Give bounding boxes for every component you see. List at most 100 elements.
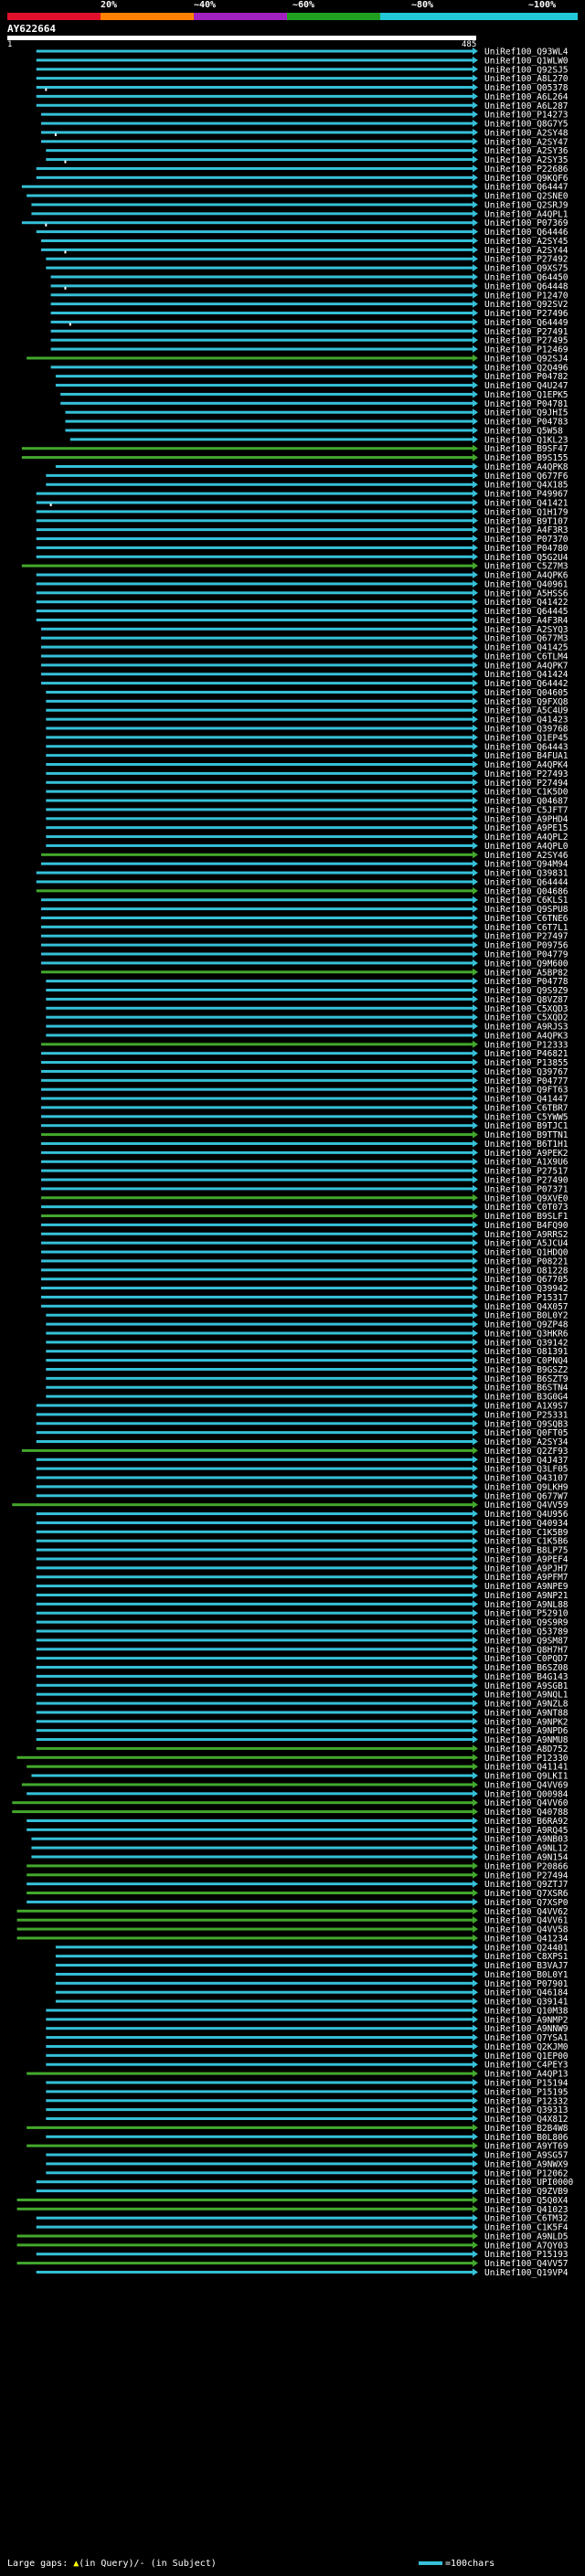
hit-label[interactable]: UniRef100_A5HSS6 bbox=[484, 588, 569, 599]
hit-row[interactable]: UniRef100_A9N154 bbox=[31, 1853, 569, 1863]
hit-bar[interactable] bbox=[36, 1611, 473, 1615]
hit-label[interactable]: UniRef100_P04780 bbox=[484, 544, 569, 554]
hit-row[interactable]: UniRef100_C5YWW5 bbox=[41, 1112, 569, 1122]
hit-bar[interactable] bbox=[46, 257, 473, 260]
hit-bar[interactable] bbox=[46, 1024, 473, 1028]
hit-bar[interactable] bbox=[36, 537, 473, 541]
hit-row[interactable]: UniRef100_Q1EPK5 bbox=[60, 390, 569, 400]
hit-bar[interactable] bbox=[36, 2270, 473, 2274]
hit-bar[interactable] bbox=[46, 149, 473, 153]
hit-row[interactable]: UniRef100_A9SGB1 bbox=[36, 1681, 569, 1691]
hit-row[interactable]: UniRef100_Q7YSA1 bbox=[46, 2033, 569, 2043]
hit-row[interactable]: UniRef100_C1K5B6 bbox=[36, 1537, 569, 1547]
hit-bar[interactable] bbox=[46, 708, 473, 712]
hit-row[interactable]: UniRef100_A4QPK3 bbox=[46, 1031, 569, 1041]
hit-row[interactable]: UniRef100_A9NMP2 bbox=[46, 2015, 569, 2025]
hit-label[interactable]: UniRef100_A4QPL1 bbox=[484, 209, 569, 219]
hit-row[interactable]: UniRef100_A4QPL0 bbox=[46, 842, 569, 852]
hit-bar[interactable] bbox=[36, 175, 473, 179]
hit-bar[interactable] bbox=[36, 1575, 473, 1579]
hit-label[interactable]: UniRef100_P12333 bbox=[484, 1040, 569, 1050]
hit-bar[interactable] bbox=[36, 1512, 473, 1516]
hit-label[interactable]: UniRef100_Q7YSA1 bbox=[484, 2033, 569, 2043]
hit-row[interactable]: UniRef100_Q64446 bbox=[36, 228, 569, 238]
hit-label[interactable]: UniRef100_Q39831 bbox=[484, 869, 569, 879]
hit-bar[interactable] bbox=[46, 2153, 473, 2157]
hit-bar[interactable] bbox=[36, 1602, 473, 1606]
hit-label[interactable]: UniRef100_A5C4U9 bbox=[484, 706, 569, 716]
hit-row[interactable]: UniRef100_A1X9S7 bbox=[36, 1402, 569, 1412]
hit-label[interactable]: UniRef100_B3VAJ7 bbox=[484, 1961, 569, 1971]
hit-bar[interactable] bbox=[41, 1106, 473, 1109]
hit-row[interactable]: UniRef100_Q64442 bbox=[41, 679, 569, 689]
hit-label[interactable]: UniRef100_P20866 bbox=[484, 1861, 569, 1871]
hit-row[interactable]: UniRef100_P04781 bbox=[60, 399, 569, 409]
hit-label[interactable]: UniRef100_P07369 bbox=[484, 218, 569, 228]
hit-bar[interactable] bbox=[46, 2081, 473, 2084]
hit-label[interactable]: UniRef100_B8LP75 bbox=[484, 1546, 569, 1556]
hit-bar[interactable] bbox=[36, 1539, 473, 1542]
hit-row[interactable]: UniRef100_Q9M600 bbox=[41, 959, 569, 969]
hit-bar[interactable] bbox=[16, 1918, 473, 1922]
hit-row[interactable]: UniRef100_P22686 bbox=[36, 164, 569, 175]
hit-label[interactable]: UniRef100_C6TM32 bbox=[484, 2214, 569, 2224]
hit-label[interactable]: UniRef100_P07371 bbox=[484, 1184, 569, 1194]
hit-bar[interactable] bbox=[46, 2171, 473, 2175]
hit-bar[interactable] bbox=[36, 1404, 473, 1407]
hit-row[interactable]: UniRef100_Q7XSR6 bbox=[27, 1889, 569, 1899]
hit-row[interactable]: UniRef100_P15195 bbox=[46, 2087, 569, 2097]
hit-label[interactable]: UniRef100_P04783 bbox=[484, 418, 569, 428]
hit-row[interactable]: UniRef100_Q53789 bbox=[36, 1627, 569, 1638]
hit-label[interactable]: UniRef100_Q9M600 bbox=[484, 959, 569, 969]
hit-label[interactable]: UniRef100_B4FUA1 bbox=[484, 751, 569, 761]
hit-bar[interactable] bbox=[46, 158, 473, 162]
hit-row[interactable]: UniRef100_B2B4W8 bbox=[27, 2124, 569, 2134]
hit-bar[interactable] bbox=[46, 1341, 473, 1344]
hit-label[interactable]: UniRef100_A8L270 bbox=[484, 74, 569, 84]
hit-label[interactable]: UniRef100_A9NP21 bbox=[484, 1591, 569, 1601]
hit-row[interactable]: UniRef100_Q9FXQ8 bbox=[46, 697, 569, 707]
hit-label[interactable]: UniRef100_C6T7L1 bbox=[484, 923, 569, 933]
hit-bar[interactable] bbox=[21, 221, 473, 225]
hit-label[interactable]: UniRef100_A4QP13 bbox=[484, 2070, 569, 2080]
hit-row[interactable]: UniRef100_Q1EP45 bbox=[46, 733, 569, 743]
hit-label[interactable]: UniRef100_Q8H7H7 bbox=[484, 1645, 569, 1655]
hit-row[interactable]: UniRef100_A8L270 bbox=[36, 74, 569, 84]
hit-row[interactable]: UniRef100_Q4VV57 bbox=[16, 2259, 569, 2269]
hit-label[interactable]: UniRef100_P22686 bbox=[484, 164, 569, 175]
hit-label[interactable]: UniRef100_C5YWW5 bbox=[484, 1112, 569, 1122]
hit-row[interactable]: UniRef100_Q10M38 bbox=[46, 2006, 569, 2016]
hit-bar[interactable] bbox=[41, 673, 473, 676]
hit-label[interactable]: UniRef100_A9NMP2 bbox=[484, 2015, 569, 2025]
hit-row[interactable]: UniRef100_B6STN4 bbox=[46, 1383, 569, 1394]
hit-label[interactable]: UniRef100_A2SY34 bbox=[484, 1437, 569, 1447]
hit-bar[interactable] bbox=[50, 338, 473, 342]
hit-row[interactable]: UniRef100_Q1EP00 bbox=[46, 2051, 569, 2062]
hit-bar[interactable] bbox=[50, 366, 473, 369]
hit-row[interactable]: UniRef100_Q1HDQ0 bbox=[41, 1248, 569, 1258]
hit-row[interactable]: UniRef100_Q46184 bbox=[55, 1988, 569, 1998]
hit-row[interactable]: UniRef100_P20866 bbox=[27, 1861, 569, 1871]
hit-bar[interactable] bbox=[41, 636, 473, 640]
hit-bar[interactable] bbox=[36, 1666, 473, 1670]
hit-row[interactable]: UniRef100_A9YT69 bbox=[27, 2142, 569, 2152]
hit-bar[interactable] bbox=[55, 1955, 473, 1958]
hit-label[interactable]: UniRef100_C5XQD2 bbox=[484, 1013, 569, 1023]
hit-bar[interactable] bbox=[55, 464, 473, 468]
hit-row[interactable]: UniRef100_Q9LKI1 bbox=[31, 1772, 569, 1782]
hit-bar[interactable] bbox=[36, 166, 473, 170]
hit-label[interactable]: UniRef100_P27495 bbox=[484, 336, 569, 346]
hit-row[interactable]: UniRef100_Q41421 bbox=[36, 499, 569, 509]
hit-row[interactable]: UniRef100_P07370 bbox=[36, 535, 569, 545]
hit-label[interactable]: UniRef100_A9NPE9 bbox=[484, 1582, 569, 1592]
hit-bar[interactable] bbox=[27, 1892, 473, 1895]
hit-label[interactable]: UniRef100_Q4X185 bbox=[484, 481, 569, 491]
hit-row[interactable]: UniRef100_Q64447 bbox=[21, 183, 569, 193]
hit-row[interactable]: UniRef100_Q4VV61 bbox=[16, 1916, 569, 1926]
hit-label[interactable]: UniRef100_Q39142 bbox=[484, 1338, 569, 1348]
hit-bar[interactable] bbox=[46, 763, 473, 767]
hit-bar[interactable] bbox=[27, 2125, 473, 2129]
hit-label[interactable]: UniRef100_A9NNW9 bbox=[484, 2024, 569, 2034]
hit-label[interactable]: UniRef100_B6SZT9 bbox=[484, 1374, 569, 1384]
hit-label[interactable]: UniRef100_Q41023 bbox=[484, 2205, 569, 2215]
